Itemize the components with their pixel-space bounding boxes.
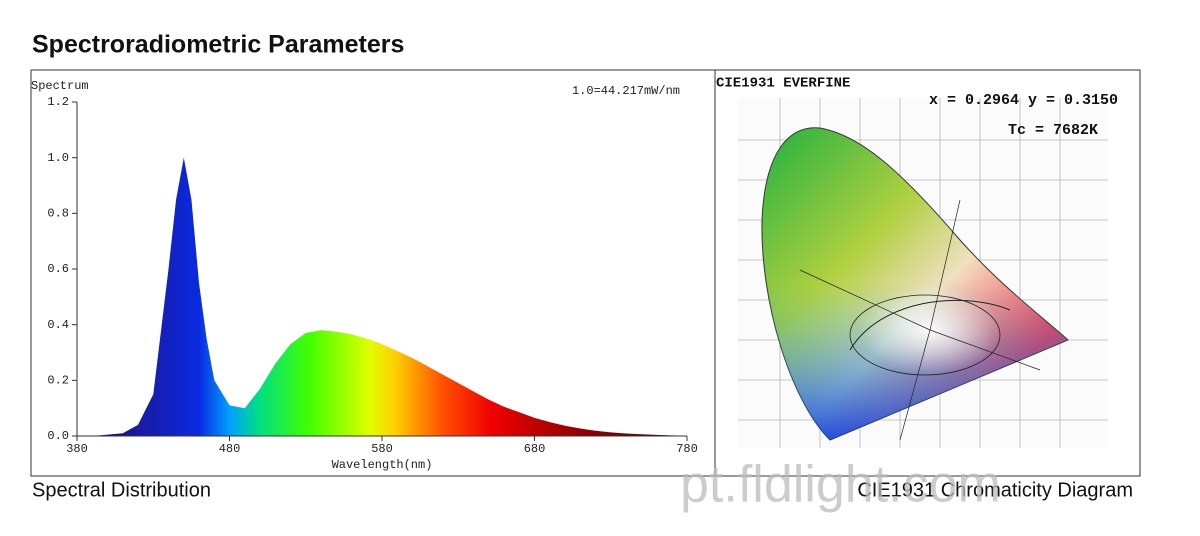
spectrum-area <box>77 157 687 436</box>
region-outline <box>849 294 1001 376</box>
y-axis-label: Spectrum <box>31 79 89 93</box>
coordinates: x = 0.2964 y = 0.3150 <box>929 92 1118 109</box>
color-temperature: Tc = 7682K <box>1008 122 1098 139</box>
y-tick-label: 1.2 <box>47 95 69 109</box>
watermark: pt.fldlight.com <box>680 456 1001 514</box>
x-tick-label: 380 <box>66 442 88 456</box>
page-title: Spectroradiometric Parameters <box>32 31 404 59</box>
chart-caption: Spectral Distribution <box>32 479 211 501</box>
annotation: 1.0=44.217mW/nm <box>572 84 680 98</box>
y-tick-label: 0.6 <box>47 262 69 276</box>
y-tick-label: 0.4 <box>47 318 69 332</box>
right-panel <box>714 69 1141 477</box>
planckian-locus <box>849 299 1011 351</box>
y-tick-label: 0.2 <box>47 374 69 388</box>
spectrum-plot <box>77 157 687 436</box>
diagram-title: CIE1931 EVERFINE <box>716 76 850 92</box>
x-axis-label: Wavelength(nm) <box>332 458 433 472</box>
y-tick-label: 0.0 <box>47 429 69 443</box>
y-tick-label: 1.0 <box>47 151 69 165</box>
diagram-caption: CIE1931 Chromaticity Diagram <box>857 479 1133 501</box>
chromaticity-diagram: CIE1931 EVERFINE x = 0.2964 y = 0.3150 T… <box>716 76 1133 502</box>
x-tick-label: 580 <box>371 442 393 456</box>
y-tick-label: 0.8 <box>47 207 69 221</box>
x-tick-label: 480 <box>219 442 241 456</box>
x-tick-label: 680 <box>524 442 546 456</box>
x-tick-label: 780 <box>676 442 698 456</box>
spectral-locus-blue <box>761 127 1068 440</box>
region-lines <box>799 199 1041 441</box>
